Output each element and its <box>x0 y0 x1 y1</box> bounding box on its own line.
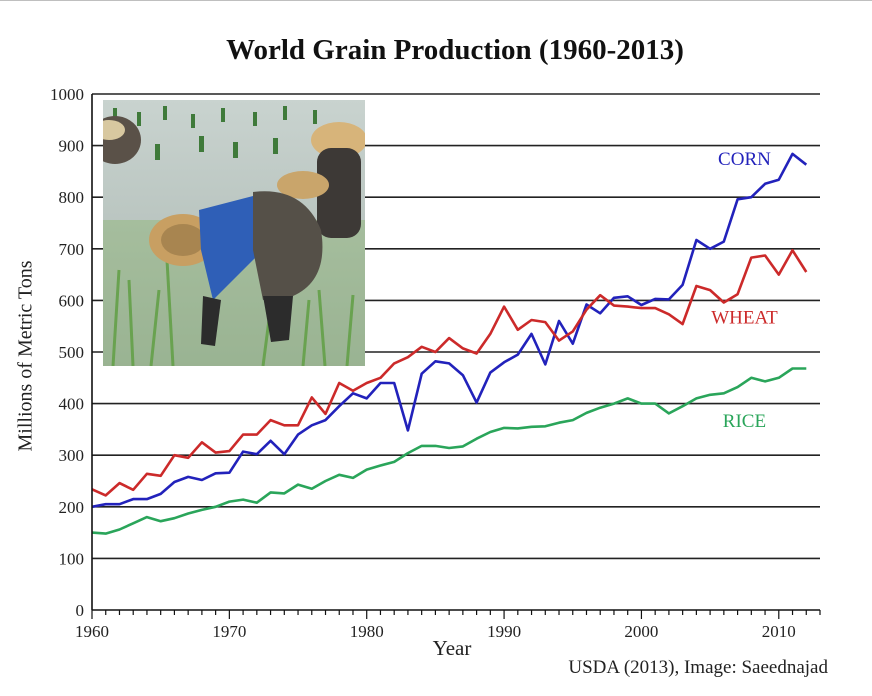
rice-planting-photo <box>103 100 365 366</box>
series-label-rice: RICE <box>723 411 766 432</box>
series-labels: CORN WHEAT RICE <box>711 149 778 432</box>
y-tick-label: 800 <box>59 188 85 207</box>
y-tick-label: 600 <box>59 291 85 310</box>
x-tick-label: 1990 <box>487 622 521 641</box>
series-label-wheat: WHEAT <box>711 308 778 329</box>
series-lines <box>91 152 808 535</box>
y-tick-label: 700 <box>59 240 85 259</box>
gridlines <box>92 93 820 560</box>
y-tick-label: 500 <box>59 343 85 362</box>
x-axis-label: Year <box>432 636 472 660</box>
series-line-rice <box>91 367 807 535</box>
x-tick-label: 1970 <box>212 622 246 641</box>
y-tick-label: 100 <box>59 549 85 568</box>
y-tick-label: 900 <box>59 137 85 156</box>
y-tick-label: 400 <box>59 395 85 414</box>
y-tick-label: 300 <box>59 446 85 465</box>
x-tick-label: 1980 <box>350 622 384 641</box>
x-tick-label: 2000 <box>624 622 658 641</box>
y-tick-label: 1000 <box>50 85 84 104</box>
source-credit: USDA (2013), Image: Saeednajad <box>568 657 828 678</box>
series-line-wheat <box>91 249 808 497</box>
y-tick-label: 0 <box>76 601 85 620</box>
top-border <box>0 0 872 1</box>
y-tick-label: 200 <box>59 498 85 517</box>
x-tick-label: 1960 <box>75 622 109 641</box>
axes: 0 100 200 300 400 500 600 700 800 900 1000 1960 1970… <box>50 85 821 641</box>
chart-title: World Grain Production (1960-2013) <box>226 34 684 66</box>
series-line-corn <box>91 152 808 509</box>
series-label-corn: CORN <box>718 149 771 170</box>
x-tick-label: 2010 <box>762 622 796 641</box>
